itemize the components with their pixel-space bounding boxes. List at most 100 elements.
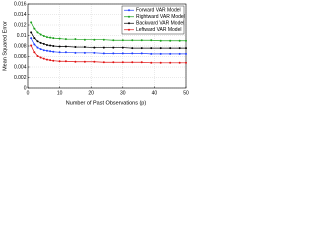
y-tick-label: 0.004 [14,64,27,70]
point [49,36,52,39]
legend-marker [128,22,130,25]
y-tick-label: 0.006 [14,54,27,60]
legend-label: Forward VAR Model [136,8,181,14]
point [83,51,86,54]
point [45,43,48,46]
point [42,42,45,45]
legend-marker [128,28,130,31]
point [159,61,162,64]
point [58,51,61,54]
legend-label: Leftward VAR Model [136,27,181,33]
y-tick-label: 0.014 [14,12,27,18]
point [42,57,45,60]
y-tick-label: 0.01 [17,33,27,39]
legend-label: Backward VAR Model [136,21,184,27]
point [178,47,181,50]
point [58,37,61,40]
point [36,40,39,43]
point [39,41,42,44]
point [52,59,55,62]
point [185,39,187,42]
point [49,59,52,62]
point [33,37,36,40]
point [64,51,67,54]
x-tick-label: 0 [27,90,30,96]
point [30,31,33,34]
point [93,46,96,49]
point [39,48,42,51]
point [112,39,115,42]
point [83,38,86,41]
point [74,38,77,41]
point [33,27,36,30]
point [121,52,124,55]
point [45,36,48,39]
point [121,61,124,64]
point [169,52,172,55]
x-tick-label: 50 [183,90,189,96]
point [102,46,105,49]
point [140,61,143,64]
point [102,52,105,55]
x-axis-label: Number of Past Observations (p) [66,100,147,106]
point [36,46,39,49]
point [74,46,77,49]
point [185,61,187,64]
point [30,21,33,24]
legend-marker [128,15,130,18]
point [102,38,105,41]
point [74,60,77,63]
y-tick-label: 0.016 [14,1,27,7]
x-tick-label: 20 [88,90,94,96]
point [39,56,42,59]
point [45,49,48,52]
point [58,45,61,48]
point [36,31,39,34]
y-tick-label: 0 [24,85,27,91]
x-tick-label: 40 [152,90,158,96]
point [93,38,96,41]
point [64,60,67,63]
point [93,60,96,63]
point [49,44,52,47]
point [74,51,77,54]
point [169,39,172,42]
point [102,61,105,64]
point [33,43,36,46]
point [178,61,181,64]
point [159,39,162,42]
point [39,33,42,36]
point [140,52,143,55]
plot-frame [27,3,187,89]
point [64,38,67,41]
legend-box [121,5,185,35]
point [36,54,39,57]
point [93,51,96,54]
x-tick-label: 30 [120,90,126,96]
legend-marker [128,9,130,12]
point [58,60,61,63]
point [131,47,134,50]
point [131,61,134,64]
point [150,39,153,42]
point [150,52,153,55]
y-tick-label: 0.012 [14,22,27,28]
y-tick-label: 0.002 [14,75,27,81]
point [131,39,134,42]
point [49,50,52,53]
point [185,47,187,50]
point [83,60,86,63]
point [121,39,124,42]
point [140,47,143,50]
point [131,52,134,55]
y-axis-label: Mean Squared Error [2,21,8,71]
point [64,45,67,48]
point [150,61,153,64]
point [45,58,48,61]
point [140,39,143,42]
point [112,46,115,49]
point [185,52,187,55]
point [150,47,153,50]
point [42,49,45,52]
point [112,61,115,64]
